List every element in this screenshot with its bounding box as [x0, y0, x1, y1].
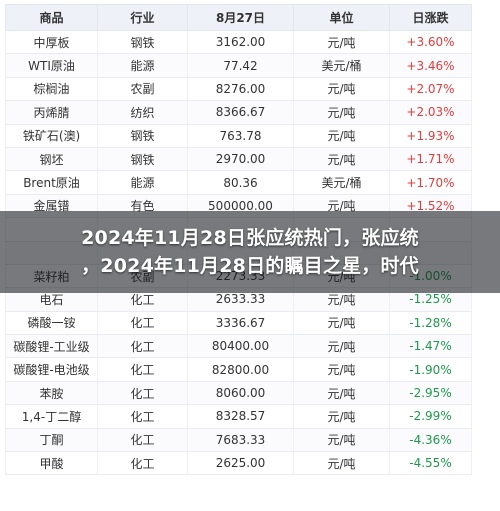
table-row: 钢坯 钢铁 2970.00 元/吨 +1.71% — [5, 147, 472, 172]
price-cell: 7683.33 — [187, 428, 294, 453]
commodity-name-cell: 丁酮 — [5, 428, 98, 453]
daily-change-cell: -2.95% — [389, 381, 472, 406]
sector-cell: 能源 — [97, 170, 188, 195]
daily-change-cell: +1.71% — [389, 147, 472, 172]
daily-change-cell: +2.07% — [389, 77, 472, 102]
sector-cell: 纺织 — [97, 100, 188, 125]
daily-change-cell: -2.99% — [389, 404, 472, 429]
price-cell: 8366.67 — [187, 100, 294, 125]
price-cell: 8060.00 — [187, 381, 294, 406]
sector-cell: 化工 — [97, 334, 188, 359]
table-row: 碳酸锂-工业级 化工 80400.00 元/吨 -1.47% — [5, 334, 472, 359]
price-cell: 3336.67 — [187, 311, 294, 336]
table-header-row: 商品 行业 8月27日 单位 日涨跌 — [5, 4, 472, 31]
price-cell: 82800.00 — [187, 357, 294, 382]
unit-cell: 元/吨 — [293, 334, 390, 359]
table-row: 丙烯腈 纺织 8366.67 元/吨 +2.03% — [5, 100, 472, 125]
unit-cell: 元/吨 — [293, 147, 390, 172]
commodity-name-cell: 棕榈油 — [5, 77, 98, 102]
price-cell: 80.36 — [187, 170, 294, 195]
unit-cell: 元/吨 — [293, 124, 390, 148]
commodity-name-cell: 中厚板 — [5, 30, 98, 55]
sector-cell: 钢铁 — [97, 30, 188, 55]
commodity-name-cell: 1,4-丁二醇 — [5, 404, 98, 429]
column-header-daily-change: 日涨跌 — [389, 4, 472, 31]
table-row: 铁矿石(澳) 钢铁 763.78 元/吨 +1.93% — [5, 124, 472, 148]
unit-cell: 元/吨 — [293, 287, 390, 312]
table-row: 甲酸 化工 2625.00 元/吨 -4.55% — [5, 451, 472, 476]
unit-cell: 元/吨 — [293, 311, 390, 336]
unit-cell: 元/吨 — [293, 451, 390, 476]
sector-cell: 化工 — [97, 287, 188, 312]
commodity-name-cell: 丙烯腈 — [5, 100, 98, 125]
table-row: 1,4-丁二醇 化工 8328.57 元/吨 -2.99% — [5, 404, 472, 429]
unit-cell: 元/吨 — [293, 100, 390, 125]
commodity-name-cell: 磷酸一铵 — [5, 311, 98, 336]
commodity-name-cell: Brent原油 — [5, 170, 98, 195]
price-cell: 2970.00 — [187, 147, 294, 172]
daily-change-cell: -4.55% — [389, 451, 472, 476]
daily-change-cell: +2.03% — [389, 100, 472, 125]
commodity-name-cell: WTI原油 — [5, 53, 98, 78]
headline-line-2: ，2024年11月28日的瞩目之星，时代 — [81, 255, 419, 277]
unit-cell: 元/吨 — [293, 77, 390, 102]
commodity-name-cell: 苯胺 — [5, 381, 98, 406]
sector-cell: 化工 — [97, 357, 188, 382]
daily-change-cell: +3.46% — [389, 53, 472, 78]
unit-cell: 美元/桶 — [293, 53, 390, 78]
unit-cell: 元/吨 — [293, 428, 390, 453]
unit-cell: 元/吨 — [293, 404, 390, 429]
unit-cell: 美元/桶 — [293, 170, 390, 195]
column-header-unit: 单位 — [293, 4, 390, 31]
daily-change-cell: -4.36% — [389, 428, 472, 453]
daily-change-cell: -1.28% — [389, 311, 472, 336]
headline-line-1: 2024年11月28日张应统热门，张应统 — [81, 227, 419, 249]
commodity-name-cell: 电石 — [5, 287, 98, 312]
headline-overlay: 2024年11月28日张应统热门，张应统 ，2024年11月28日的瞩目之星，时… — [0, 211, 500, 293]
table-row: 磷酸一铵 化工 3336.67 元/吨 -1.28% — [5, 311, 472, 336]
sector-cell: 钢铁 — [97, 147, 188, 172]
commodity-name-cell: 甲酸 — [5, 451, 98, 476]
unit-cell: 元/吨 — [293, 357, 390, 382]
table-row: 棕榈油 农副 8276.00 元/吨 +2.07% — [5, 77, 472, 102]
commodity-name-cell: 钢坯 — [5, 147, 98, 172]
daily-change-cell: +1.70% — [389, 170, 472, 195]
price-cell: 8328.57 — [187, 404, 294, 429]
price-cell: 2625.00 — [187, 451, 294, 476]
daily-change-cell: +3.60% — [389, 30, 472, 55]
table-row: WTI原油 能源 77.42 美元/桶 +3.46% — [5, 53, 472, 78]
sector-cell: 化工 — [97, 381, 188, 406]
unit-cell: 元/吨 — [293, 381, 390, 406]
sector-cell: 化工 — [97, 311, 188, 336]
daily-change-cell: -1.90% — [389, 357, 472, 382]
price-cell: 77.42 — [187, 53, 294, 78]
table-row: 碳酸锂-电池级 化工 82800.00 元/吨 -1.90% — [5, 357, 472, 382]
price-cell: 8276.00 — [187, 77, 294, 102]
commodity-name-cell: 铁矿石(澳) — [5, 124, 98, 148]
sector-cell: 化工 — [97, 428, 188, 453]
table-row: Brent原油 能源 80.36 美元/桶 +1.70% — [5, 170, 472, 195]
table-row: 丁酮 化工 7683.33 元/吨 -4.36% — [5, 428, 472, 453]
column-header-price: 8月27日 — [187, 4, 294, 31]
price-cell: 763.78 — [187, 124, 294, 148]
table-row: 中厚板 钢铁 3162.00 元/吨 +3.60% — [5, 30, 472, 55]
daily-change-cell: -1.25% — [389, 287, 472, 312]
sector-cell: 化工 — [97, 404, 188, 429]
table-row: 电石 化工 2633.33 元/吨 -1.25% — [5, 287, 472, 312]
column-header-commodity: 商品 — [5, 4, 98, 31]
commodity-name-cell: 碳酸锂-工业级 — [5, 334, 98, 359]
daily-change-cell: +1.93% — [389, 124, 472, 148]
sector-cell: 钢铁 — [97, 124, 188, 148]
daily-change-cell: -1.47% — [389, 334, 472, 359]
price-cell: 80400.00 — [187, 334, 294, 359]
sector-cell: 农副 — [97, 77, 188, 102]
sector-cell: 化工 — [97, 451, 188, 476]
table-row: 苯胺 化工 8060.00 元/吨 -2.95% — [5, 381, 472, 406]
commodity-name-cell: 碳酸锂-电池级 — [5, 357, 98, 382]
price-cell: 3162.00 — [187, 30, 294, 55]
column-header-sector: 行业 — [97, 4, 188, 31]
unit-cell: 元/吨 — [293, 30, 390, 55]
sector-cell: 能源 — [97, 53, 188, 78]
